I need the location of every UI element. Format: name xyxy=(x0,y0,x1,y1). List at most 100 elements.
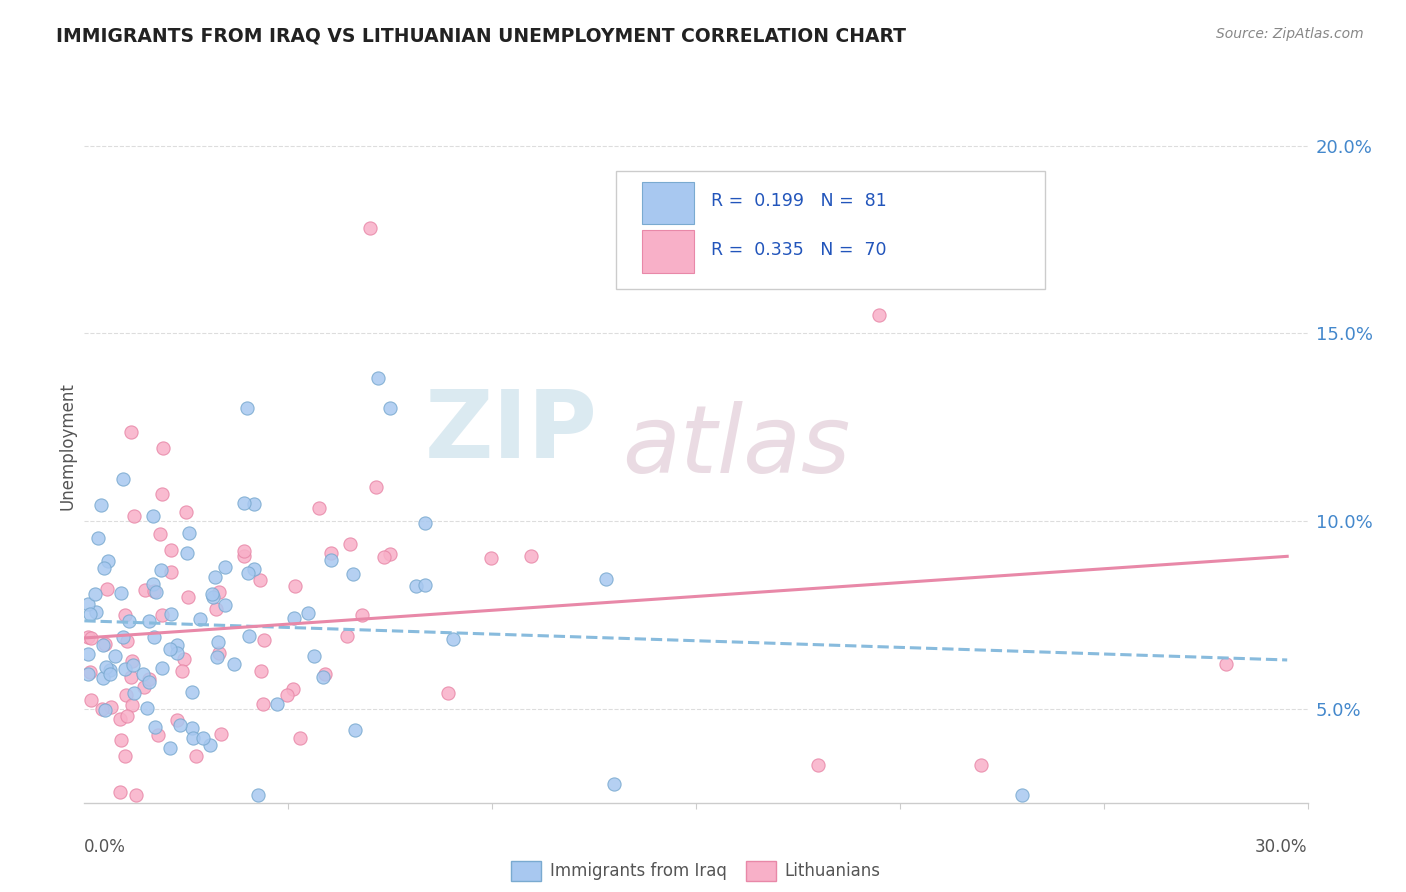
Point xyxy=(150,608,173,623)
Point xyxy=(77,597,100,611)
Point xyxy=(90,498,112,512)
Point xyxy=(342,567,364,582)
Point xyxy=(441,632,464,647)
Point xyxy=(93,638,115,652)
Point xyxy=(232,549,254,564)
Point xyxy=(222,657,245,671)
Point xyxy=(115,633,138,648)
Point xyxy=(121,654,143,668)
Point xyxy=(276,689,298,703)
Point xyxy=(160,543,183,558)
Point xyxy=(184,749,207,764)
Point xyxy=(297,606,319,620)
Point xyxy=(138,673,160,687)
Point xyxy=(115,709,138,723)
Text: R =  0.199   N =  81: R = 0.199 N = 81 xyxy=(710,193,886,211)
Point xyxy=(312,670,335,684)
Point xyxy=(166,638,188,652)
Point xyxy=(160,607,183,621)
Point xyxy=(100,699,122,714)
Point xyxy=(238,629,260,643)
Point xyxy=(437,686,460,700)
Point xyxy=(138,674,160,689)
Point xyxy=(94,637,117,651)
Point xyxy=(152,442,174,456)
Point xyxy=(283,611,305,625)
Point xyxy=(96,582,118,597)
Point xyxy=(132,666,155,681)
Point xyxy=(250,665,273,679)
Point xyxy=(159,741,181,756)
Point xyxy=(166,713,188,727)
Point xyxy=(238,566,260,580)
Point xyxy=(142,509,165,524)
Point xyxy=(179,525,201,540)
Point xyxy=(208,646,231,660)
Point xyxy=(172,664,194,678)
Point xyxy=(242,562,264,576)
Point xyxy=(121,698,143,713)
Point xyxy=(79,607,101,621)
Point xyxy=(288,731,311,746)
Point xyxy=(1215,657,1237,671)
Point xyxy=(188,612,211,626)
Point xyxy=(336,629,359,643)
Point xyxy=(143,583,166,598)
Point xyxy=(121,658,143,673)
Point xyxy=(214,598,236,612)
Point xyxy=(159,641,181,656)
Point xyxy=(247,789,270,803)
Point xyxy=(181,722,204,736)
Point xyxy=(104,648,127,663)
Point xyxy=(94,703,117,717)
Point xyxy=(249,573,271,587)
Point xyxy=(181,684,204,698)
Point xyxy=(79,631,101,645)
Point xyxy=(142,577,165,591)
Point xyxy=(201,587,224,601)
Point xyxy=(319,553,342,567)
Point xyxy=(150,661,173,675)
Point xyxy=(132,680,155,694)
Point xyxy=(117,614,139,628)
Point xyxy=(208,585,231,599)
Point xyxy=(380,401,402,416)
Text: Source: ZipAtlas.com: Source: ZipAtlas.com xyxy=(1216,27,1364,41)
Point xyxy=(207,635,229,649)
Point xyxy=(364,480,387,494)
Point xyxy=(232,496,254,510)
Point xyxy=(204,570,226,584)
FancyBboxPatch shape xyxy=(643,230,693,273)
Point xyxy=(98,663,121,677)
Point xyxy=(205,649,228,664)
Point xyxy=(136,701,159,715)
FancyBboxPatch shape xyxy=(616,171,1045,289)
Point xyxy=(520,549,543,563)
Point xyxy=(284,579,307,593)
Point xyxy=(87,531,110,545)
Point xyxy=(367,371,389,385)
Point xyxy=(143,719,166,733)
Point xyxy=(150,487,173,501)
FancyBboxPatch shape xyxy=(643,182,693,224)
Point xyxy=(108,784,131,798)
Point xyxy=(176,546,198,560)
Point xyxy=(110,585,132,599)
Point xyxy=(120,425,142,439)
Point xyxy=(314,666,336,681)
Point xyxy=(479,551,502,566)
Point xyxy=(110,733,132,747)
Point xyxy=(111,472,134,486)
Point xyxy=(413,578,436,592)
Point xyxy=(122,686,145,700)
Point xyxy=(214,560,236,574)
Point xyxy=(77,630,100,644)
Point xyxy=(80,693,103,707)
Point xyxy=(149,563,172,577)
Point xyxy=(350,607,373,622)
Text: atlas: atlas xyxy=(623,401,851,491)
Point xyxy=(114,662,136,676)
Point xyxy=(205,601,228,615)
Point xyxy=(253,632,276,647)
Point xyxy=(266,697,288,711)
